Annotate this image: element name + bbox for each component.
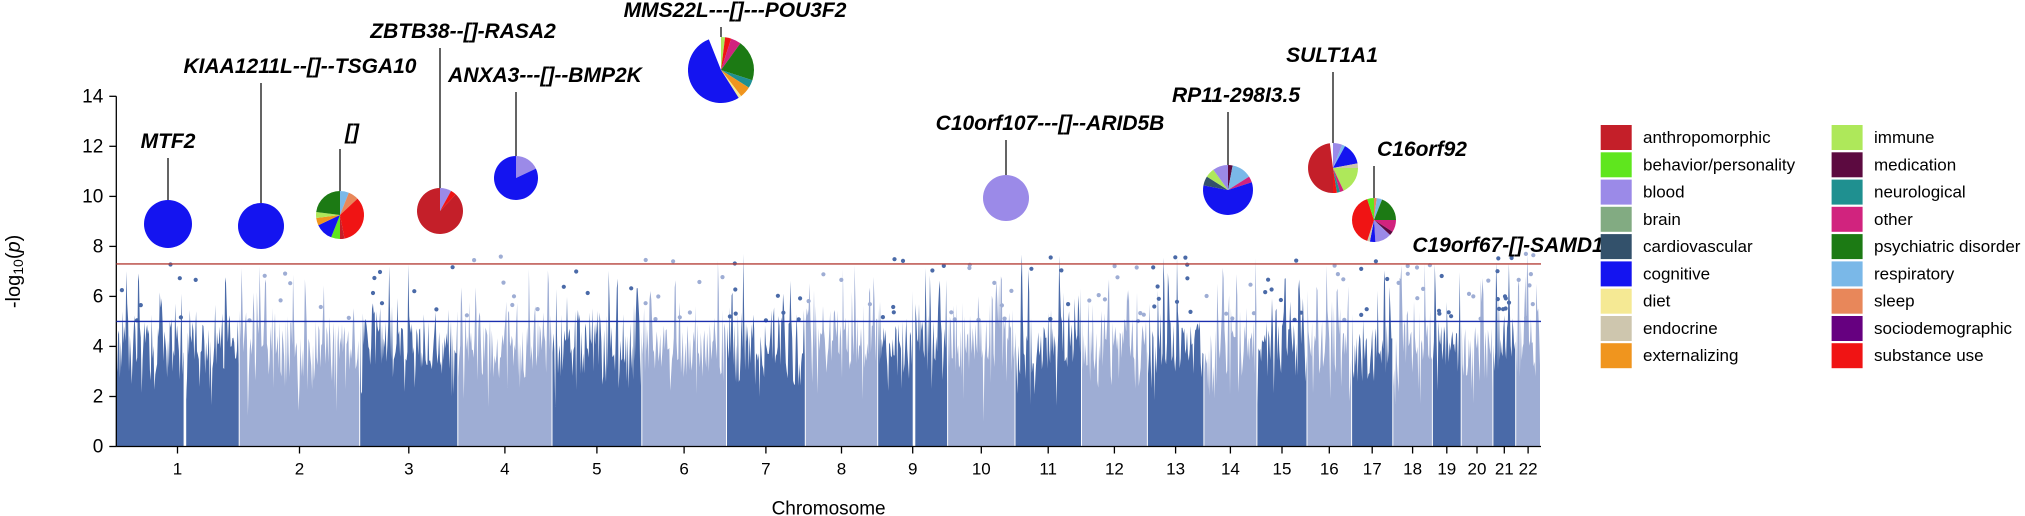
- svg-text:cardiovascular: cardiovascular: [1643, 237, 1753, 256]
- svg-text:Chromosome: Chromosome: [772, 499, 886, 516]
- svg-text:KIAA1211L--[]--TSGA10: KIAA1211L--[]--TSGA10: [184, 55, 417, 78]
- svg-text:respiratory: respiratory: [1874, 264, 1955, 283]
- svg-text:[]: []: [344, 121, 360, 144]
- svg-text:blood: blood: [1643, 183, 1685, 202]
- svg-text:8: 8: [837, 460, 846, 479]
- svg-text:2: 2: [295, 460, 304, 479]
- svg-text:substance use: substance use: [1874, 346, 1984, 365]
- svg-text:C10orf107---[]--ARID5B: C10orf107---[]--ARID5B: [936, 112, 1165, 135]
- svg-text:endocrine: endocrine: [1643, 319, 1718, 338]
- svg-text:other: other: [1874, 210, 1913, 229]
- svg-text:2: 2: [93, 387, 104, 408]
- svg-text:13: 13: [1166, 460, 1185, 479]
- svg-text:15: 15: [1273, 460, 1292, 479]
- svg-text:SULT1A1: SULT1A1: [1286, 44, 1378, 67]
- svg-text:1: 1: [173, 460, 182, 479]
- svg-text:7: 7: [761, 460, 770, 479]
- svg-text:14: 14: [1221, 460, 1240, 479]
- svg-text:4: 4: [93, 336, 104, 357]
- svg-text:psychiatric disorder: psychiatric disorder: [1874, 237, 2021, 256]
- svg-text:ANXA3---[]--BMP2K: ANXA3---[]--BMP2K: [447, 64, 643, 87]
- svg-text:19: 19: [1437, 460, 1456, 479]
- svg-text:externalizing: externalizing: [1643, 346, 1738, 365]
- svg-text:8: 8: [93, 236, 104, 257]
- svg-text:4: 4: [500, 460, 509, 479]
- svg-text:18: 18: [1403, 460, 1422, 479]
- svg-text:brain: brain: [1643, 210, 1681, 229]
- svg-text:anthropomorphic: anthropomorphic: [1643, 128, 1771, 147]
- svg-text:10: 10: [82, 186, 103, 207]
- svg-text:11: 11: [1039, 460, 1057, 479]
- svg-text:neurological: neurological: [1874, 183, 1966, 202]
- svg-text:21: 21: [1495, 460, 1514, 479]
- svg-text:behavior/personality: behavior/personality: [1643, 155, 1796, 174]
- svg-text:cognitive: cognitive: [1643, 264, 1710, 283]
- svg-text:14: 14: [82, 86, 104, 107]
- svg-text:3: 3: [404, 460, 413, 479]
- svg-text:MTF2: MTF2: [141, 130, 196, 153]
- svg-text:10: 10: [972, 460, 991, 479]
- svg-text:20: 20: [1468, 460, 1487, 479]
- svg-text:sociodemographic: sociodemographic: [1874, 319, 2012, 338]
- svg-text:diet: diet: [1643, 292, 1671, 311]
- svg-text:RP11-298I3.5: RP11-298I3.5: [1172, 84, 1300, 107]
- svg-text:medication: medication: [1874, 155, 1956, 174]
- svg-text:6: 6: [679, 460, 688, 479]
- svg-text:9: 9: [908, 460, 917, 479]
- svg-text:immune: immune: [1874, 128, 1934, 147]
- svg-text:C16orf92: C16orf92: [1377, 138, 1467, 161]
- svg-text:C19orf67-[]-SAMD1: C19orf67-[]-SAMD1: [1412, 234, 1603, 257]
- svg-text:MMS22L---[]---POU3F2: MMS22L---[]---POU3F2: [624, 0, 847, 22]
- svg-text:12: 12: [1105, 460, 1124, 479]
- svg-text:12: 12: [82, 136, 103, 157]
- svg-text:sleep: sleep: [1874, 292, 1915, 311]
- svg-text:0: 0: [93, 437, 104, 458]
- svg-text:16: 16: [1320, 460, 1339, 479]
- svg-text:17: 17: [1363, 460, 1382, 479]
- svg-text:22: 22: [1519, 460, 1538, 479]
- svg-text:6: 6: [93, 286, 104, 307]
- svg-text:ZBTB38--[]-RASA2: ZBTB38--[]-RASA2: [369, 20, 556, 43]
- svg-text:5: 5: [592, 460, 601, 479]
